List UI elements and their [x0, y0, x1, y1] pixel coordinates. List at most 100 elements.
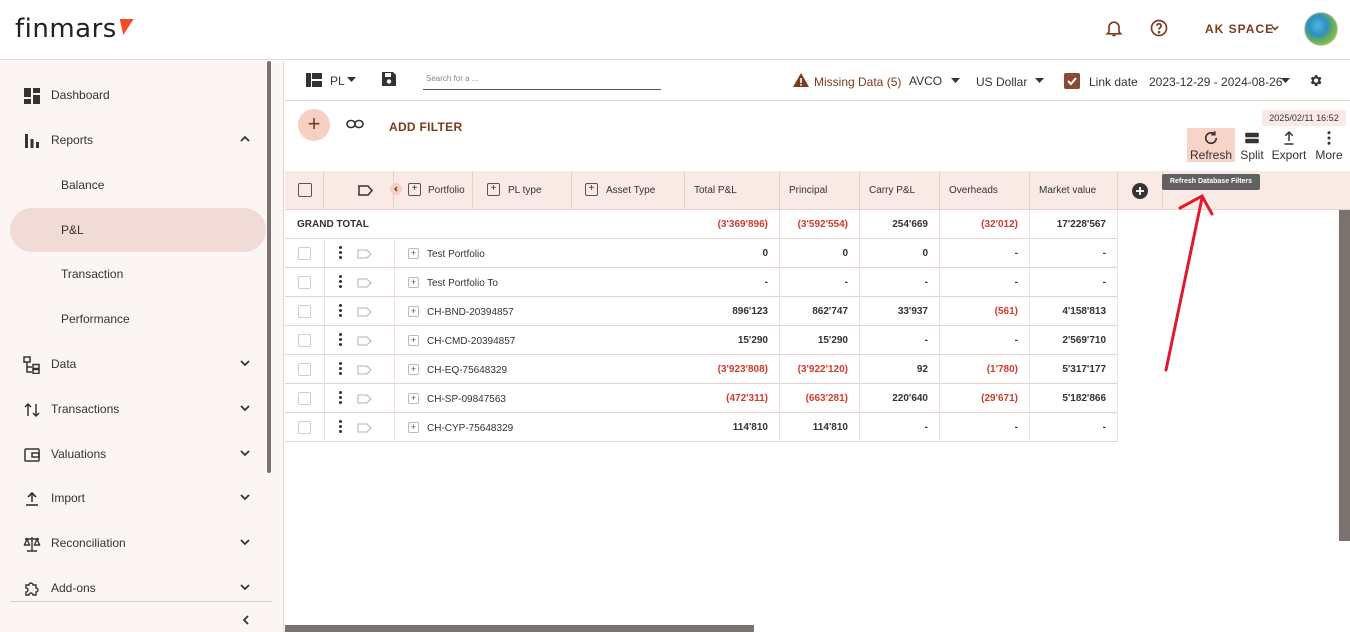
- expand-row-icon[interactable]: +: [408, 335, 419, 346]
- table-row[interactable]: + CH-EQ-75648329: [285, 355, 1118, 384]
- horizontal-scrollbar[interactable]: [285, 625, 754, 632]
- sidebar-item-reconciliation[interactable]: Reconciliation: [0, 521, 266, 565]
- header-principal[interactable]: Principal: [780, 171, 860, 210]
- link-date-checkbox[interactable]: [1064, 73, 1080, 89]
- chevron-left-icon[interactable]: [239, 613, 253, 627]
- table-row[interactable]: + CH-CYP-75648329: [285, 413, 1118, 442]
- upload-icon: [26, 491, 38, 506]
- sidebar-item-import[interactable]: Import: [0, 476, 266, 520]
- expand-row-icon[interactable]: +: [408, 393, 419, 404]
- expand-row-icon[interactable]: +: [408, 277, 419, 288]
- table-row[interactable]: + Test Portfolio: [285, 239, 1118, 268]
- chevron-down-icon[interactable]: [1270, 23, 1280, 33]
- row-checkbox[interactable]: [298, 421, 311, 434]
- sidebar-item-reports[interactable]: Reports: [0, 118, 266, 162]
- row-checkbox[interactable]: [298, 363, 311, 376]
- tag-icon[interactable]: [357, 249, 372, 259]
- bell-icon[interactable]: [1104, 18, 1124, 38]
- row-menu-icon[interactable]: [339, 275, 342, 289]
- row-checkbox[interactable]: [298, 392, 311, 405]
- table-row[interactable]: + CH-BND-20394857: [285, 297, 1118, 326]
- row-menu-icon[interactable]: [339, 391, 342, 405]
- select-all-checkbox[interactable]: [298, 183, 312, 197]
- layout-selector[interactable]: PL: [330, 74, 345, 88]
- header-asset-type[interactable]: + Asset Type: [572, 171, 685, 210]
- header-total-pl[interactable]: Total P&L: [685, 171, 780, 210]
- sidebar-item-pl[interactable]: P&L: [10, 208, 266, 252]
- header-market-value[interactable]: Market value: [1030, 171, 1118, 210]
- sidebar-scrollbar[interactable]: [267, 61, 271, 473]
- missing-data-link[interactable]: Missing Data (5): [814, 75, 902, 89]
- expand-row-icon[interactable]: +: [408, 364, 419, 375]
- row-checkbox[interactable]: [298, 334, 311, 347]
- transfer-icon: [24, 402, 40, 418]
- sidebar-item-transaction[interactable]: Transaction: [10, 252, 266, 296]
- link-icon[interactable]: [346, 117, 364, 131]
- caret-down-icon[interactable]: [347, 77, 356, 83]
- tag-icon[interactable]: [357, 394, 372, 404]
- plus-box-icon[interactable]: +: [585, 183, 598, 196]
- layout-icon[interactable]: [306, 73, 322, 87]
- tag-icon[interactable]: [357, 423, 372, 433]
- row-menu-icon[interactable]: [339, 362, 342, 376]
- add-column-icon[interactable]: [1132, 183, 1148, 199]
- sidebar-item-transactions[interactable]: Transactions: [0, 387, 266, 431]
- header-carry-pl[interactable]: Carry P&L: [860, 171, 940, 210]
- tag-icon[interactable]: [357, 307, 372, 317]
- gear-icon[interactable]: [1308, 73, 1323, 88]
- header-portfolio[interactable]: + Portfolio: [394, 171, 473, 210]
- sidebar-item-valuations[interactable]: Valuations: [0, 432, 266, 476]
- expand-row-icon[interactable]: +: [408, 306, 419, 317]
- save-icon[interactable]: [381, 71, 397, 87]
- sidebar-item-label: Valuations: [51, 447, 107, 461]
- row-checkbox[interactable]: [298, 276, 311, 289]
- add-button[interactable]: +: [298, 109, 330, 141]
- tag-icon[interactable]: [358, 185, 373, 196]
- cell-principal: 0: [780, 239, 860, 268]
- avatar[interactable]: [1304, 12, 1338, 46]
- search-input[interactable]: Search for a ...: [423, 70, 661, 90]
- add-filter-button[interactable]: ADD FILTER: [389, 120, 463, 134]
- header-overheads[interactable]: Overheads: [940, 171, 1030, 210]
- row-checkbox[interactable]: [298, 247, 311, 260]
- table-row[interactable]: + CH-SP-09847563: [285, 384, 1118, 413]
- collapse-groups-button[interactable]: [390, 183, 402, 195]
- space-selector[interactable]: AK SPACE: [1205, 22, 1275, 36]
- cell-total-pl: 114'810: [685, 413, 780, 442]
- split-button[interactable]: Split: [1237, 128, 1267, 162]
- expand-row-icon[interactable]: +: [408, 422, 419, 433]
- sidebar-item-data[interactable]: Data: [0, 342, 266, 386]
- row-menu-icon[interactable]: [339, 333, 342, 347]
- sidebar-item-balance[interactable]: Balance: [10, 163, 266, 207]
- tag-icon[interactable]: [357, 336, 372, 346]
- header-pl-type[interactable]: + PL type: [473, 171, 572, 210]
- row-menu-icon[interactable]: [339, 420, 342, 434]
- caret-down-icon[interactable]: [1035, 78, 1044, 84]
- expand-row-icon[interactable]: +: [408, 248, 419, 259]
- caret-down-icon[interactable]: [951, 78, 960, 84]
- table-row[interactable]: + CH-CMD-20394857: [285, 326, 1118, 355]
- cell-carry-pl: -: [860, 326, 940, 355]
- tag-icon[interactable]: [357, 365, 372, 375]
- row-menu-icon[interactable]: [339, 246, 342, 260]
- date-range-select[interactable]: 2023-12-29 - 2024-08-26: [1149, 75, 1283, 89]
- tag-icon[interactable]: [357, 278, 372, 288]
- caret-down-icon[interactable]: [1281, 78, 1290, 84]
- refresh-button[interactable]: Refresh: [1187, 128, 1235, 162]
- table-row[interactable]: + Test Portfolio To: [285, 268, 1118, 297]
- row-menu-icon[interactable]: [339, 304, 342, 318]
- sidebar-item-performance[interactable]: Performance: [10, 297, 266, 341]
- logo[interactable]: finmars: [15, 14, 134, 44]
- help-icon[interactable]: [1149, 18, 1169, 38]
- vertical-scrollbar[interactable]: [1339, 210, 1350, 541]
- currency-select[interactable]: US Dollar: [976, 75, 1028, 89]
- plus-box-icon[interactable]: +: [408, 183, 421, 196]
- row-checkbox[interactable]: [298, 305, 311, 318]
- cost-method-select[interactable]: AVCO: [909, 74, 943, 88]
- plus-box-icon[interactable]: +: [487, 183, 500, 196]
- export-button[interactable]: Export: [1270, 128, 1308, 162]
- sidebar-item-dashboard[interactable]: Dashboard: [0, 73, 266, 117]
- sidebar-item-add-ons[interactable]: Add-ons: [0, 566, 266, 610]
- header-tag: [324, 171, 402, 210]
- more-button[interactable]: More: [1312, 128, 1346, 162]
